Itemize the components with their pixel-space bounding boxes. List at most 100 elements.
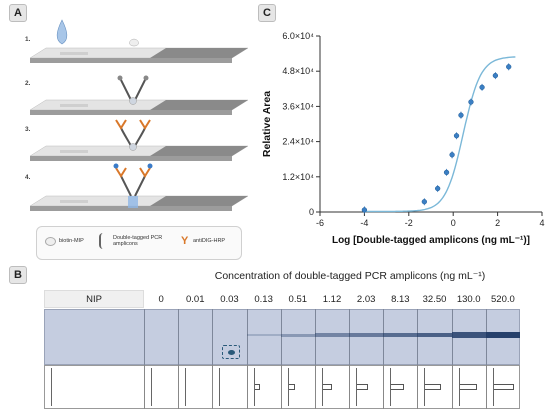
lane-divider	[178, 309, 180, 365]
profile-line-1	[151, 368, 152, 406]
step-4-label: 4.	[25, 174, 31, 181]
data-point	[492, 72, 499, 79]
data-point	[435, 185, 441, 192]
profile-line-6	[321, 368, 323, 406]
strip-row-3	[29, 119, 249, 161]
lane-label-11: 520.0	[491, 293, 515, 305]
amplicon-legend-icon	[99, 233, 109, 249]
lane-divider	[246, 309, 248, 365]
lane-divider	[212, 309, 214, 365]
test-band-8	[383, 332, 418, 338]
profile-divider	[417, 365, 419, 409]
profile-peak-6	[322, 384, 332, 390]
profile-divider	[349, 365, 351, 409]
calibration-chart: 0 1.2×10⁴ 2.4×10⁴ 3.6×10⁴ 4.8×10⁴ 6.0×10⁴ -6 -4…	[261, 31, 545, 246]
legend-biotin-mip: biotin-MIP	[59, 238, 84, 244]
panel-b-label: B	[9, 266, 27, 284]
panel-a-label: A	[9, 4, 27, 22]
strip-row-2	[29, 75, 249, 115]
y-tick-label: 1.2×10⁴	[282, 172, 314, 182]
y-tick-label: 6.0×10⁴	[282, 31, 314, 41]
y-tick-label: 3.6×10⁴	[282, 101, 314, 111]
x-tick-label: 4	[539, 218, 544, 228]
profile-divider	[144, 365, 145, 409]
y-axis-label: Relative Area	[261, 91, 273, 157]
lane-label-0: NIP	[44, 290, 144, 308]
panel-a-schematic	[29, 19, 249, 211]
profile-peak-7	[357, 384, 369, 390]
data-point	[506, 64, 512, 70]
profile-divider	[178, 365, 180, 409]
profile-divider	[212, 365, 214, 409]
profile-line-4	[253, 368, 255, 406]
data-point	[421, 199, 427, 205]
panel-c-label: C	[258, 4, 276, 22]
legend-antidig-hrp: antiDIG-HRP	[193, 238, 226, 244]
profile-divider	[280, 365, 282, 409]
step-1-label: 1.	[25, 36, 31, 43]
lane-label-7: 2.03	[356, 293, 376, 305]
x-tick-label: -4	[360, 218, 368, 228]
data-point	[468, 99, 474, 105]
lane-divider	[314, 309, 316, 365]
profile-line-0	[51, 368, 52, 406]
profile-divider	[314, 365, 316, 409]
profile-peak-10	[459, 384, 477, 390]
y-tick-label: 4.8×10⁴	[282, 66, 314, 76]
strip-row-1	[29, 19, 249, 63]
profile-peak-8	[391, 384, 405, 390]
y-tick-label: 0	[309, 207, 314, 217]
profile-line-3	[219, 368, 221, 406]
profile-line-2	[185, 368, 187, 406]
biotin-mip-icon	[45, 237, 56, 246]
mip-icon	[129, 38, 139, 47]
lane-label-4: 0.13	[254, 293, 273, 305]
lane-label-8: 8.13	[391, 293, 410, 305]
test-band-5	[280, 333, 315, 337]
profile-line-9	[424, 368, 426, 406]
data-point	[453, 133, 460, 139]
x-axis-label: Log [Double-tagged amplicons (ng mL⁻¹)]	[332, 235, 530, 246]
lane-label-2: 0.01	[186, 293, 205, 305]
profile-line-8	[390, 368, 392, 406]
data-point	[443, 169, 450, 176]
amplicon-icon	[119, 77, 147, 101]
test-band-11	[485, 332, 520, 338]
step-2-label: 2.	[25, 80, 31, 87]
profile-divider	[485, 365, 487, 409]
lane-label-9: 32.50	[422, 293, 447, 305]
view-icon	[222, 345, 240, 359]
test-band-10	[451, 332, 486, 338]
antibody-icon	[115, 119, 151, 130]
data-point	[458, 112, 464, 118]
strip-row-4	[29, 163, 249, 211]
step-3-label: 3.	[25, 126, 31, 133]
legend-double-tagged: Double-tagged PCR amplicons	[113, 235, 163, 247]
profile-line-5	[287, 368, 289, 406]
x-tick-label: 2	[495, 218, 500, 228]
profile-divider	[383, 365, 385, 409]
data-point	[449, 152, 455, 158]
lane-label-3: 0.03	[220, 293, 239, 305]
panel-a-legend: biotin-MIP Double-tagged PCR amplicons Y…	[36, 226, 242, 260]
antidig-legend-icon: Y	[181, 235, 189, 247]
profile-line-10	[458, 368, 460, 406]
lane-divider	[280, 309, 282, 365]
lane-divider	[349, 309, 351, 365]
profile-peak-11	[493, 384, 514, 390]
test-band-6	[314, 333, 350, 337]
profile-line-11	[492, 368, 494, 406]
profile-peak-9	[425, 384, 441, 390]
x-tick-label: -6	[316, 218, 324, 228]
lane-label-10: 130.0	[456, 293, 481, 305]
test-band-9	[417, 332, 452, 338]
profile-divider	[246, 365, 248, 409]
profile-divider	[451, 365, 453, 409]
x-tick-label: -2	[405, 218, 413, 228]
data-point	[479, 84, 485, 90]
data-point	[361, 207, 368, 213]
test-band-4	[246, 333, 281, 337]
lane-label-6: 1.12	[322, 293, 342, 305]
test-band-7	[349, 333, 384, 337]
lane-label-5: 0.51	[288, 293, 308, 305]
